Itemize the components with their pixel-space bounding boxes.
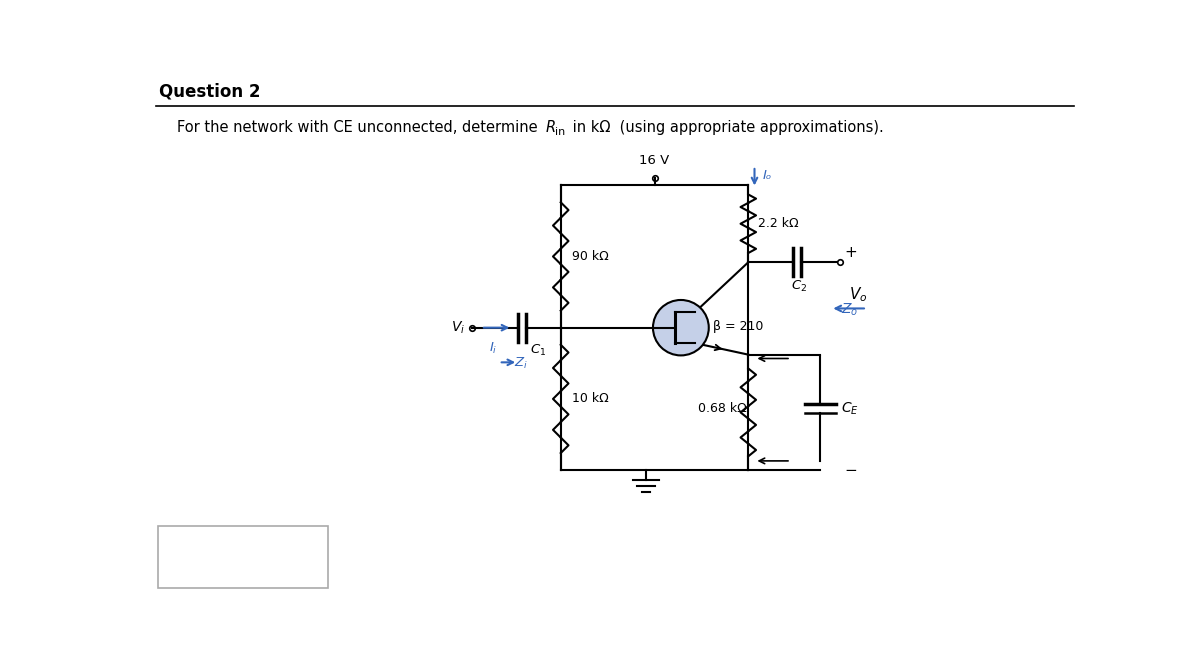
Text: 90 kΩ: 90 kΩ [571, 250, 608, 263]
FancyBboxPatch shape [157, 526, 329, 588]
Text: $C_E$: $C_E$ [841, 401, 859, 417]
Text: R: R [546, 120, 556, 135]
Text: $I_i$: $I_i$ [488, 341, 497, 356]
Text: $Z_o$: $Z_o$ [841, 302, 859, 318]
Text: $Z_i$: $Z_i$ [515, 356, 528, 372]
Text: 16 V: 16 V [640, 154, 670, 167]
Text: 10 kΩ: 10 kΩ [571, 393, 608, 405]
Text: in: in [554, 127, 565, 137]
Text: $-$: $-$ [845, 461, 858, 476]
Text: Iₒ: Iₒ [762, 170, 772, 183]
Text: For the network with CE unconnected, determine: For the network with CE unconnected, det… [178, 120, 542, 135]
Text: 2.2 kΩ: 2.2 kΩ [758, 217, 799, 230]
Text: $V_i$: $V_i$ [451, 319, 466, 336]
Text: $V_o$: $V_o$ [850, 285, 868, 304]
Text: $C_1$: $C_1$ [529, 343, 546, 358]
Text: β = 210: β = 210 [714, 319, 763, 333]
Circle shape [653, 300, 709, 356]
Text: $C_2$: $C_2$ [791, 279, 806, 295]
Text: +: + [845, 246, 857, 260]
Text: Question 2: Question 2 [160, 83, 260, 101]
Text: 0.68 kΩ: 0.68 kΩ [698, 402, 746, 415]
Text: in kΩ  (using appropriate approximations).: in kΩ (using appropriate approximations)… [569, 120, 884, 135]
